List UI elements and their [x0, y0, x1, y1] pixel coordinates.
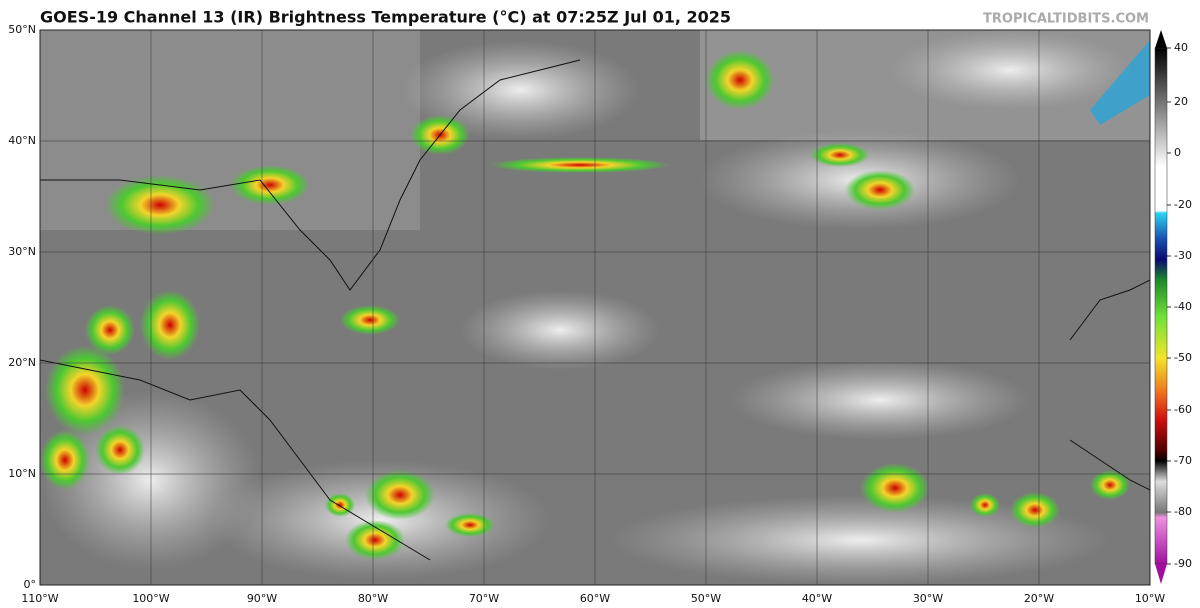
colorbar-label: -40	[1174, 300, 1192, 313]
credit: TROPICALTIDBITS.COM	[983, 12, 1149, 27]
lon-label: 90°W	[247, 592, 277, 605]
lon-label: 40°W	[802, 592, 832, 605]
lon-label: 60°W	[580, 592, 610, 605]
colorbar-label: 40	[1174, 41, 1188, 54]
lat-label: 10°N	[8, 467, 36, 480]
lon-label: 20°W	[1024, 592, 1054, 605]
lat-label: 50°N	[8, 23, 36, 36]
lat-label: 30°N	[8, 245, 36, 258]
colorbar-label: 0	[1174, 146, 1181, 159]
lon-label: 70°W	[469, 592, 499, 605]
colorbar-label: -30	[1174, 249, 1192, 262]
colorbar-max-arrow	[1155, 30, 1167, 48]
lat-label: 0°	[24, 578, 37, 591]
lon-label: 10°W	[1135, 592, 1165, 605]
colorbar-min-arrow	[1155, 564, 1167, 584]
colorbar	[1154, 47, 1168, 565]
lon-label: 50°W	[691, 592, 721, 605]
colorbar-label: -80	[1174, 505, 1192, 518]
lon-label: 80°W	[358, 592, 388, 605]
lon-label: 30°W	[913, 592, 943, 605]
colorbar-label: -90	[1174, 557, 1192, 570]
graticule	[40, 30, 1150, 585]
lat-label: 40°N	[8, 134, 36, 147]
colorbar-label: -60	[1174, 403, 1192, 416]
colorbar-label: 20	[1174, 95, 1188, 108]
lon-label: 110°W	[21, 592, 58, 605]
colorbar-label: -20	[1174, 198, 1192, 211]
lat-label: 20°N	[8, 356, 36, 369]
colorbar-label: -70	[1174, 454, 1192, 467]
colorbar-label: -50	[1174, 351, 1192, 364]
lon-label: 100°W	[132, 592, 169, 605]
title: GOES-19 Channel 13 (IR) Brightness Tempe…	[40, 8, 731, 27]
